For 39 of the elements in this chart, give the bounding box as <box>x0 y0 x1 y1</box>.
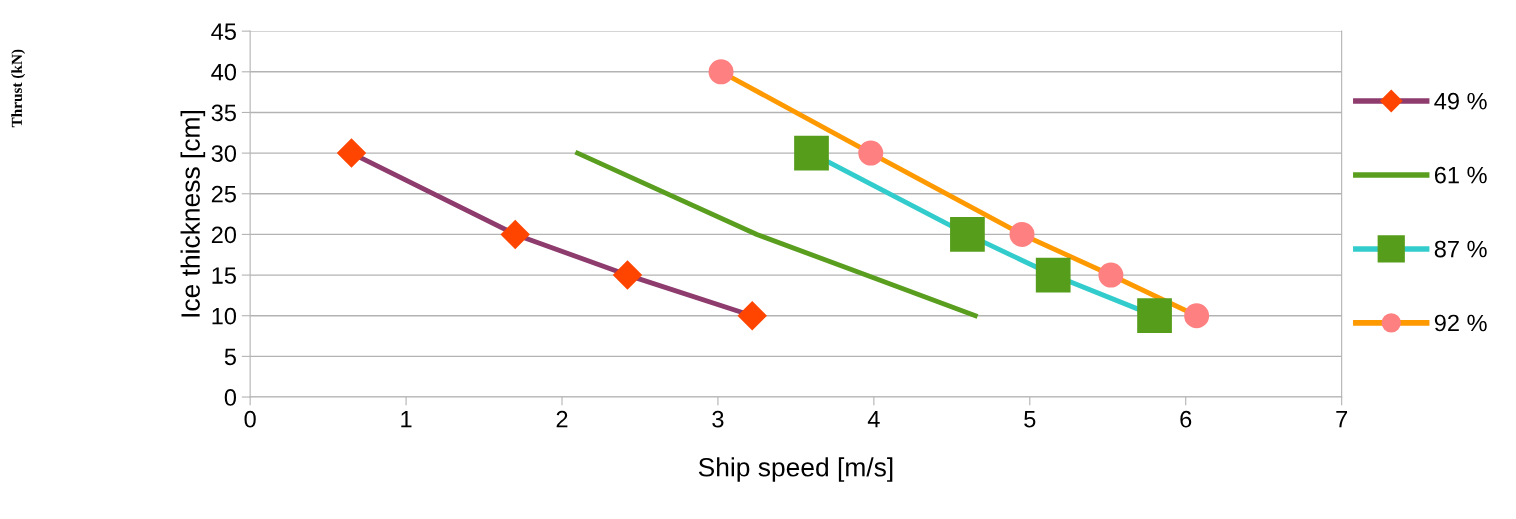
y-tick-label: 5 <box>224 348 236 366</box>
y-tick-label: 10 <box>212 307 237 325</box>
legend-label: 87 % <box>1434 240 1487 258</box>
y-tick-label: 45 <box>211 23 236 40</box>
point <box>1184 303 1210 329</box>
legend-label: 61 % <box>1434 166 1487 184</box>
x-tick-label: 4 <box>867 411 880 428</box>
point <box>794 135 829 171</box>
point <box>613 261 642 289</box>
point <box>1137 298 1172 334</box>
y-tick-label: 40 <box>211 63 237 81</box>
y-axis-title: Ice thickness [cm] <box>180 111 206 317</box>
x-tick-label: 1 <box>401 411 412 428</box>
legend-label: 49 % <box>1434 92 1487 110</box>
point <box>708 59 734 85</box>
y-tick-label: 25 <box>211 185 236 203</box>
x-tick-label: 5 <box>1024 411 1036 428</box>
x-tick-label: 2 <box>556 410 568 428</box>
y-tick-label: 30 <box>211 145 237 162</box>
y-tick-label: 15 <box>212 267 236 284</box>
x-axis-title: Ship speed [m/s] <box>698 457 893 482</box>
x-tick-label: 0 <box>244 410 256 428</box>
x-tick-label: 6 <box>1180 410 1192 428</box>
y-tick-label: 35 <box>211 104 236 122</box>
text: Thrust (kN) <box>11 49 26 128</box>
point <box>501 220 530 249</box>
point <box>858 140 884 166</box>
point <box>1009 221 1035 247</box>
y-tick-label: 0 <box>224 389 237 406</box>
line-series <box>575 150 978 319</box>
point <box>1098 262 1124 288</box>
x-tick-label: 7 <box>1336 411 1348 428</box>
legend-label: 92 % <box>1434 314 1487 332</box>
x-tick-label: 3 <box>712 410 724 428</box>
point <box>337 139 366 167</box>
point <box>738 301 767 330</box>
point <box>1035 257 1071 293</box>
y-tick-label: 20 <box>211 226 237 244</box>
point <box>950 217 985 252</box>
